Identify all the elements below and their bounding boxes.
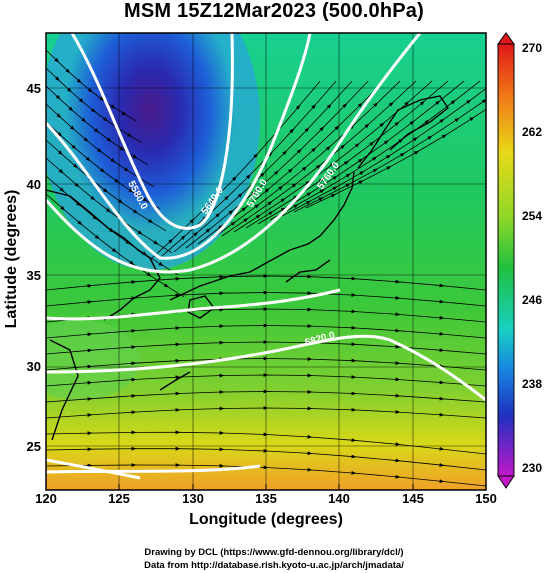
credit-line-drawing: Drawing by DCL (https://www.gfd-dennou.o… (144, 547, 404, 558)
coastlines (46, 95, 449, 441)
streamline (305, 98, 486, 209)
y-tick-labels: 25 30 35 40 45 (27, 81, 41, 454)
x-tick-label: 130 (182, 491, 204, 506)
x-tick-label: 120 (35, 491, 57, 506)
x-tick-label: 150 (475, 491, 497, 506)
colorbar-label: 230 (522, 461, 542, 475)
x-tick-label: 135 (255, 491, 277, 506)
colorbar: 270 262 254 246 238 230 (497, 32, 542, 489)
colorbar-label: 246 (522, 293, 542, 307)
contour-5700 (46, 33, 422, 274)
y-tick-label: 40 (27, 177, 41, 192)
y-tick-label: 25 (27, 439, 41, 454)
colorbar-label: 254 (522, 209, 542, 223)
colorbar-scale (497, 43, 515, 477)
height-contours (46, 33, 486, 480)
x-ticks (45, 484, 487, 490)
contour-5760 (46, 288, 341, 321)
contour-5580 (70, 33, 234, 230)
x-tick-labels: 120 125 130 135 140 145 150 (35, 491, 497, 506)
contour-5820 (46, 334, 486, 402)
y-tick-label: 30 (27, 359, 41, 374)
x-tick-label: 140 (328, 491, 350, 506)
colorbar-label: 270 (522, 41, 542, 55)
x-tick-label: 125 (108, 491, 130, 506)
contour-5640 (46, 33, 312, 260)
x-axis-label: Longitude (degrees) (189, 511, 343, 528)
x-tick-label: 145 (402, 491, 424, 506)
colorbar-label: 238 (522, 377, 542, 391)
colorbar-label: 262 (522, 125, 542, 139)
plot-area: 5580.0 5640.0 5700.0 5760.0 5820.0 (46, 33, 486, 490)
colorbar-min-arrow (497, 475, 515, 489)
chart-title: MSM 15Z12Mar2023 (500.0hPa) (124, 0, 424, 22)
y-tick-label: 35 (27, 268, 41, 283)
credit-line-data: Data from http://database.rish.kyoto-u.a… (144, 560, 404, 571)
y-tick-label: 45 (27, 81, 41, 96)
colorbar-max-arrow (497, 32, 515, 45)
grid (46, 33, 486, 490)
